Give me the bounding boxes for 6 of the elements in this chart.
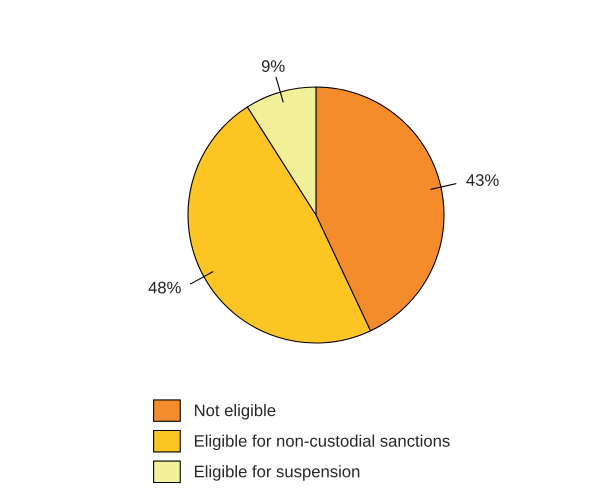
data-label: 48% [148, 282, 181, 294]
data-label: 43% [466, 174, 499, 186]
data-label: 9% [262, 60, 285, 72]
legend-label: Eligible for non-custodial sanctions [194, 434, 450, 450]
legend-label: Not eligible [194, 404, 276, 420]
legend-label: Eligible for suspension [194, 465, 360, 481]
